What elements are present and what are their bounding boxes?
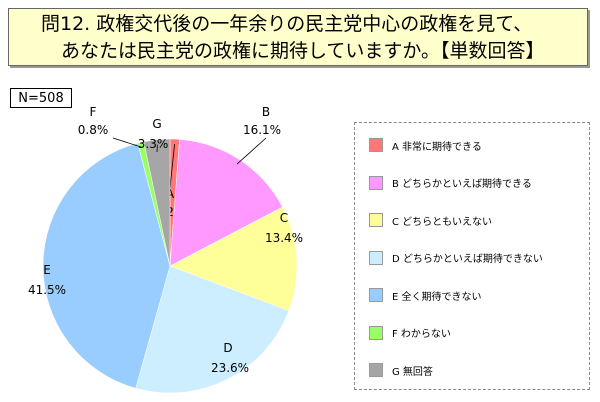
pie-slice-C (169, 206, 298, 312)
pie-slice-G (143, 138, 171, 267)
leader-line (112, 137, 142, 148)
slice-category-label: B (262, 105, 270, 119)
legend-item-F: F わからない (369, 325, 451, 341)
slice-value-label: 13.4% (265, 231, 303, 245)
slice-value-label: 0.8% (78, 123, 109, 137)
slice-value-label: 16.1% (243, 123, 281, 137)
slice-category-label: C (280, 211, 288, 225)
legend-item-E: E 全く期待できない (369, 287, 482, 303)
slice-category-label: G (152, 117, 161, 131)
legend-swatch (369, 138, 383, 152)
legend-label: D どちらかといえば期待できない (392, 254, 543, 265)
legend-swatch (369, 213, 383, 227)
legend-swatch (369, 250, 383, 265)
legend-swatch (369, 175, 383, 190)
legend-swatch (369, 363, 383, 377)
legend-item-A: A 非常に期待できる (369, 137, 482, 153)
legend-item-D: D どちらかといえば期待できない (369, 250, 543, 266)
legend-label: F わからない (392, 329, 451, 340)
slice-value-label: 3.3% (138, 137, 169, 151)
legend-item-B: B どちらかといえば期待できる (369, 175, 532, 191)
slice-category-label: F (90, 105, 97, 119)
slice-category-label: A (166, 187, 175, 201)
slice-value-label: 41.5% (28, 283, 66, 297)
title-line-2: あなたは民主党の政権に期待していますか。【単数回答】 (61, 40, 545, 62)
pie-slice-B (169, 139, 283, 267)
sample-size: N=508 (10, 88, 72, 108)
slice-category-label: D (223, 341, 232, 355)
legend-swatch (369, 325, 383, 340)
legend-item-C: C どちらともいえない (369, 212, 492, 228)
leader-line (169, 144, 176, 189)
slice-value-label: 23.6% (211, 361, 249, 375)
slice-category-label: E (43, 263, 51, 277)
chart-title: 問12. 政権交代後の一年余りの民主党中心の政権を見て、 あなたは民主党の政権に… (8, 8, 588, 66)
legend-swatch (369, 288, 383, 302)
legend-label: B どちらかといえば期待できる (392, 179, 532, 190)
legend-item-G: G 無回答 (369, 362, 433, 378)
legend-label: A 非常に期待できる (392, 141, 482, 153)
title-line-1: 問12. 政権交代後の一年余りの民主党中心の政権を見て、 (41, 13, 533, 35)
pie-slice-E (42, 142, 171, 389)
legend-label: G 無回答 (392, 366, 433, 378)
legend: A 非常に期待できる B どちらかといえば期待できる C どちらともいえない D どち… (354, 122, 590, 390)
pie-slice-D (135, 265, 290, 394)
legend-label: C どちらともいえない (392, 216, 492, 228)
leader-line (236, 137, 267, 165)
legend-label: E 全く期待できない (392, 291, 482, 303)
